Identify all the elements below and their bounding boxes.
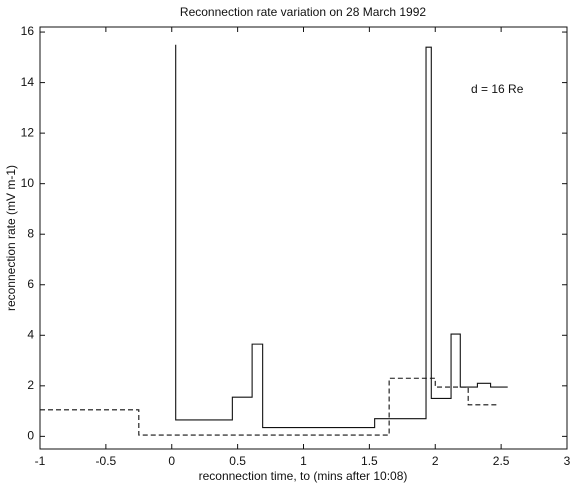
y-tick-label: 10 <box>21 176 35 190</box>
x-axis-label: reconnection time, to (mins after 10:08) <box>199 469 408 483</box>
step-line <box>40 377 499 436</box>
y-tick-label: 0 <box>27 429 34 443</box>
x-tick-label: -0.5 <box>96 454 117 468</box>
x-tick-label: 2.5 <box>493 454 510 468</box>
y-tick-label: 4 <box>27 327 34 341</box>
chart-title: Reconnection rate variation on 28 March … <box>180 5 426 19</box>
annotation: d = 16 Re <box>471 82 524 96</box>
x-tick-label: 1 <box>300 454 307 468</box>
y-axis-label: reconnection rate (mV m-1) <box>4 165 18 311</box>
y-tick-label: 12 <box>21 125 35 139</box>
y-tick-label: 8 <box>27 226 34 240</box>
x-tick-label: 3 <box>564 454 571 468</box>
x-tick-label: 0.5 <box>229 454 246 468</box>
y-tick-label: 2 <box>27 378 34 392</box>
y-tick-label: 14 <box>21 75 35 89</box>
x-tick-label: -1 <box>35 454 46 468</box>
step-line <box>175 44 508 429</box>
x-tick-label: 1.5 <box>361 454 378 468</box>
x-tick-label: 2 <box>432 454 439 468</box>
x-tick-label: 0 <box>168 454 175 468</box>
y-tick-label: 6 <box>27 277 34 291</box>
y-tick-label: 16 <box>21 24 35 38</box>
